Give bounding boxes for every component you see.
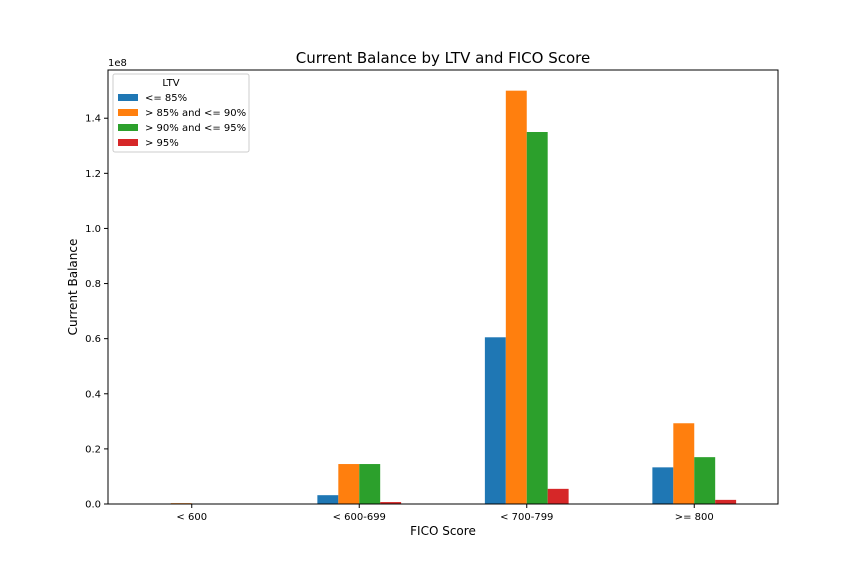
bar <box>526 132 548 504</box>
bar <box>547 488 569 504</box>
bar <box>715 499 737 504</box>
bar <box>317 495 339 504</box>
legend-swatch <box>118 94 138 101</box>
bar <box>338 464 360 504</box>
chart-title: Current Balance by LTV and FICO Score <box>296 49 590 67</box>
y-tick-label: 1.4 <box>85 114 101 125</box>
bars-group <box>170 90 737 505</box>
legend: LTV <= 85% > 85% and <= 90% > 90% and <= 95… <box>112 73 250 153</box>
bar <box>505 90 527 505</box>
x-tick-label: >= 800 <box>675 512 714 523</box>
x-axis: < 600 < 600-699 < 700-799 >= 800 <box>176 504 714 523</box>
legend-entry-label: > 90% and <= 95% <box>145 123 246 134</box>
bar <box>673 423 695 504</box>
y-tick-label: 0.2 <box>85 444 101 455</box>
y-tick-label: 0.6 <box>85 334 101 345</box>
legend-box <box>112 73 250 153</box>
bar <box>652 467 674 504</box>
legend-swatch <box>118 139 138 146</box>
y-tick-label: 1.0 <box>85 224 101 235</box>
legend-entry-label: <= 85% <box>145 93 187 104</box>
y-axis: 0.0 0.2 0.4 0.6 0.8 1.0 1.2 1.4 <box>85 114 108 511</box>
y-tick-label: 0.8 <box>85 279 101 290</box>
legend-swatch <box>118 124 138 131</box>
bar <box>380 502 402 504</box>
y-scale-note: 1e8 <box>108 58 127 69</box>
bar <box>694 457 716 504</box>
legend-title: LTV <box>162 78 179 89</box>
bar <box>359 464 381 504</box>
y-tick-label: 0.0 <box>85 500 101 511</box>
x-tick-label: < 700-799 <box>500 512 553 523</box>
y-tick-label: 0.4 <box>85 389 101 400</box>
legend-entry-label: > 85% and <= 90% <box>145 108 246 119</box>
x-axis-label: FICO Score <box>410 524 476 538</box>
legend-entry-label: > 95% <box>145 138 179 149</box>
x-tick-label: < 600-699 <box>333 512 386 523</box>
bar <box>484 337 506 504</box>
y-axis-label: Current Balance <box>66 239 80 336</box>
plot-frame <box>107 69 779 505</box>
y-tick-label: 1.2 <box>85 169 101 180</box>
x-tick-label: < 600 <box>176 512 207 523</box>
legend-swatch <box>118 109 138 116</box>
